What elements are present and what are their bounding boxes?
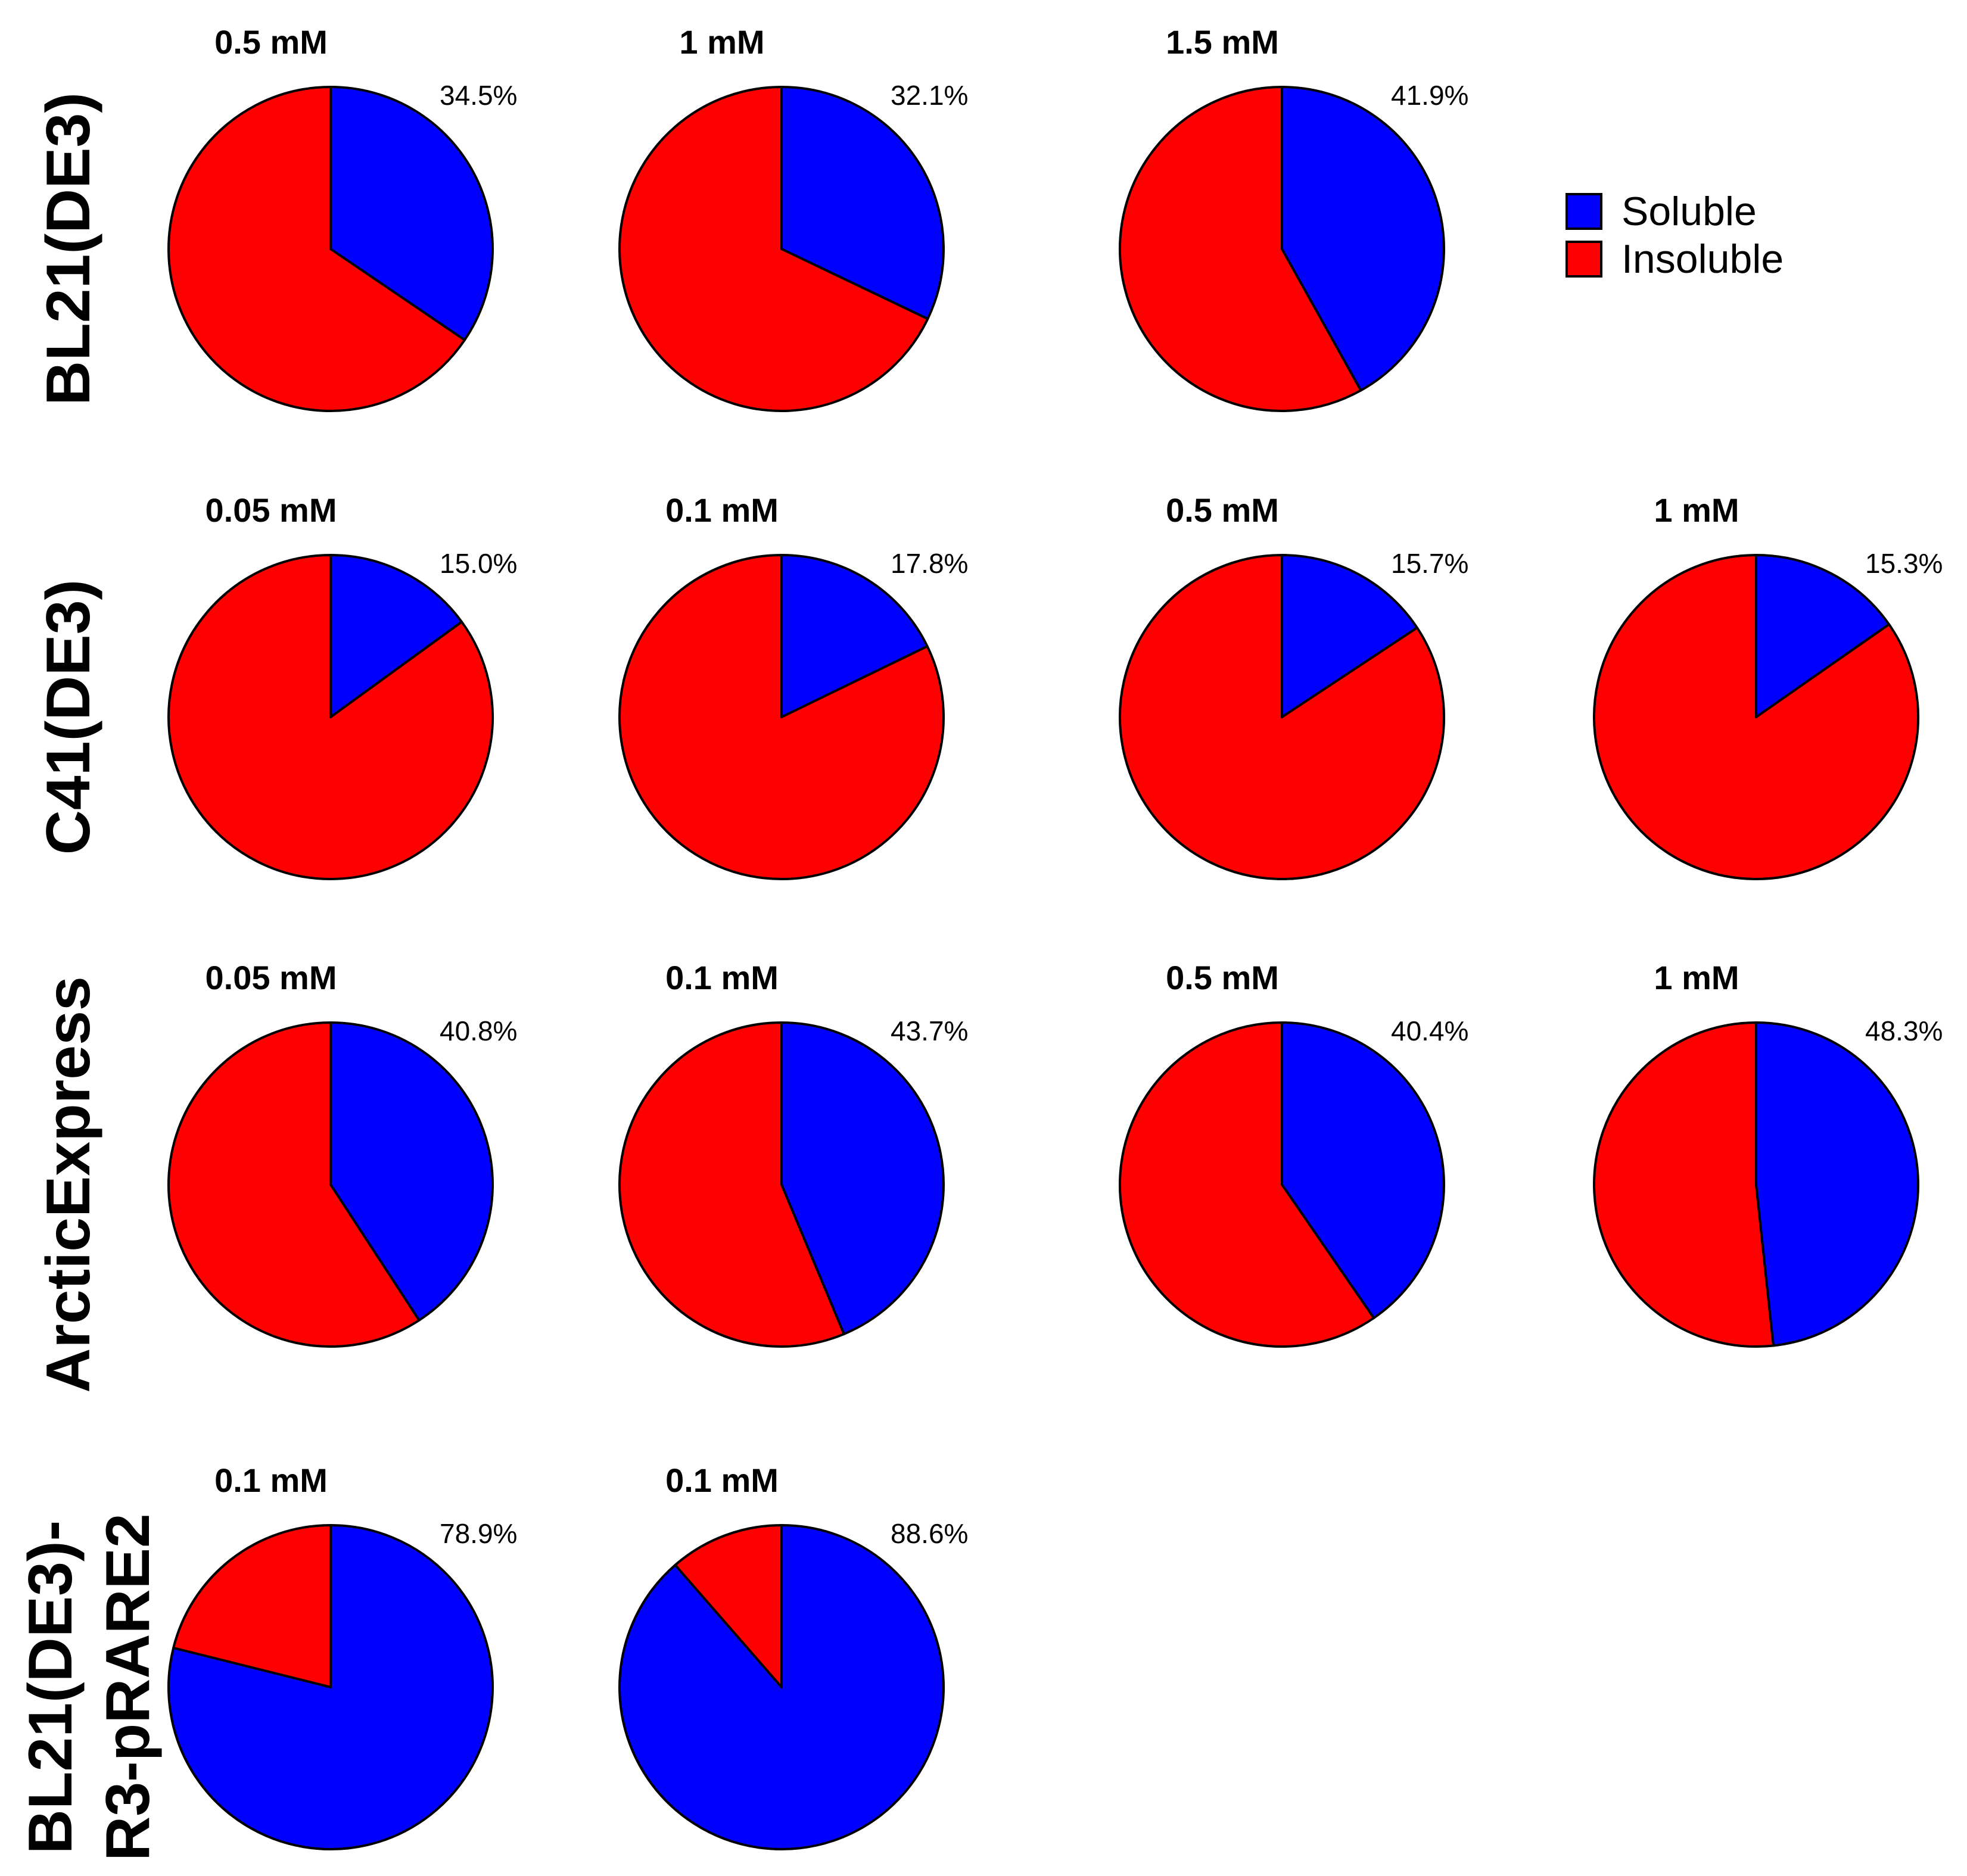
pie-title: 1 mM <box>1654 959 1739 996</box>
insoluble-slice <box>167 86 466 412</box>
pie: 0.05 mM 40.8% <box>167 959 517 1348</box>
pie-title: 0.1 mM <box>665 1461 779 1499</box>
pie-percent-label: 40.4% <box>1391 1015 1468 1046</box>
insoluble-slice <box>172 1524 332 1688</box>
row-labels: BL21(DE3) C41(DE3) ArcticExpress BL21(DE3)-… <box>16 92 163 1861</box>
insoluble-slice <box>1593 1021 1775 1348</box>
soluble-slice <box>329 86 494 341</box>
pie: 0.1 mM 88.6% <box>618 1461 968 1850</box>
soluble-slice <box>1755 554 1891 718</box>
pie: 0.1 mM 17.8% <box>618 491 968 880</box>
insoluble-slice <box>618 86 929 412</box>
pie-title: 0.05 mM <box>206 491 337 529</box>
insoluble-slice <box>1119 86 1362 412</box>
pie-title: 0.05 mM <box>206 959 337 996</box>
legend-label-soluble: Soluble <box>1621 189 1757 234</box>
pie-title: 1 mM <box>679 23 764 61</box>
pie-percent-label: 15.0% <box>440 548 517 579</box>
row-label: R3-pRARE2 <box>94 1513 163 1861</box>
soluble-slice <box>780 86 945 320</box>
insoluble-slice <box>1593 554 1919 880</box>
pie-percent-label: 41.9% <box>1391 80 1468 111</box>
pie: 1 mM 32.1% <box>618 23 968 412</box>
row-label: C41(DE3) <box>34 579 103 855</box>
pie-percent-label: 78.9% <box>440 1518 517 1549</box>
pie-percent-label: 48.3% <box>1865 1015 1943 1046</box>
soluble-slice <box>780 554 929 718</box>
row-label: ArcticExpress <box>34 976 103 1393</box>
legend: Soluble Insoluble <box>1565 189 1784 282</box>
pie-percent-label: 15.3% <box>1865 548 1943 579</box>
pie-title: 0.5 mM <box>1166 491 1279 529</box>
pie-percent-label: 34.5% <box>440 80 517 111</box>
insoluble-slice <box>618 1021 845 1348</box>
pie-percent-label: 17.8% <box>891 548 968 579</box>
row-label: BL21(DE3) <box>34 92 103 406</box>
pie-title: 0.5 mM <box>214 23 328 61</box>
pie-title: 1 mM <box>1654 491 1739 529</box>
insoluble-slice <box>674 1524 783 1688</box>
pie-percent-label: 88.6% <box>891 1518 968 1549</box>
pie-percent-label: 32.1% <box>891 80 968 111</box>
pie-title: 0.1 mM <box>665 959 779 996</box>
pie: 0.1 mM 43.7% <box>618 959 968 1348</box>
row-label: BL21(DE3)- <box>16 1520 85 1855</box>
pie-grid: 0.5 mM 34.5% 1 mM 32.1% 1.5 mM 41.9% 0.05 mM 15… <box>167 23 1943 1850</box>
pie-percent-label: 15.7% <box>1391 548 1468 579</box>
insoluble-slice <box>618 554 945 880</box>
insoluble-slice <box>167 1021 421 1348</box>
pie: 1.5 mM 41.9% <box>1119 23 1468 412</box>
pie: 0.1 mM 78.9% <box>167 1461 517 1850</box>
soluble-slice <box>618 1524 945 1850</box>
legend-swatch-insoluble <box>1565 241 1602 278</box>
legend-swatch-soluble <box>1565 193 1602 230</box>
soluble-slice <box>1281 1021 1445 1319</box>
pie: 1 mM 15.3% <box>1593 491 1943 880</box>
pie: 0.5 mM 15.7% <box>1119 491 1468 880</box>
pie: 0.05 mM 15.0% <box>167 491 517 880</box>
soluble-slice <box>780 1021 945 1335</box>
pie-title: 0.1 mM <box>665 491 779 529</box>
pie: 0.5 mM 34.5% <box>167 23 517 412</box>
pie-title: 0.5 mM <box>1166 959 1279 996</box>
pie-percent-label: 40.8% <box>440 1015 517 1046</box>
insoluble-slice <box>1119 1021 1375 1348</box>
pie-title: 1.5 mM <box>1166 23 1279 61</box>
pie: 1 mM 48.3% <box>1593 959 1943 1348</box>
pie-title: 0.1 mM <box>214 1461 328 1499</box>
legend-label-insoluble: Insoluble <box>1621 236 1784 282</box>
soluble-slice <box>329 554 463 718</box>
soluble-slice <box>167 1524 494 1850</box>
soluble-slice <box>329 1021 494 1322</box>
soluble-slice <box>1755 1021 1919 1347</box>
soluble-slice <box>1281 86 1445 392</box>
pie: 0.5 mM 40.4% <box>1119 959 1468 1348</box>
pie-percent-label: 43.7% <box>891 1015 968 1046</box>
soluble-slice <box>1281 554 1418 718</box>
